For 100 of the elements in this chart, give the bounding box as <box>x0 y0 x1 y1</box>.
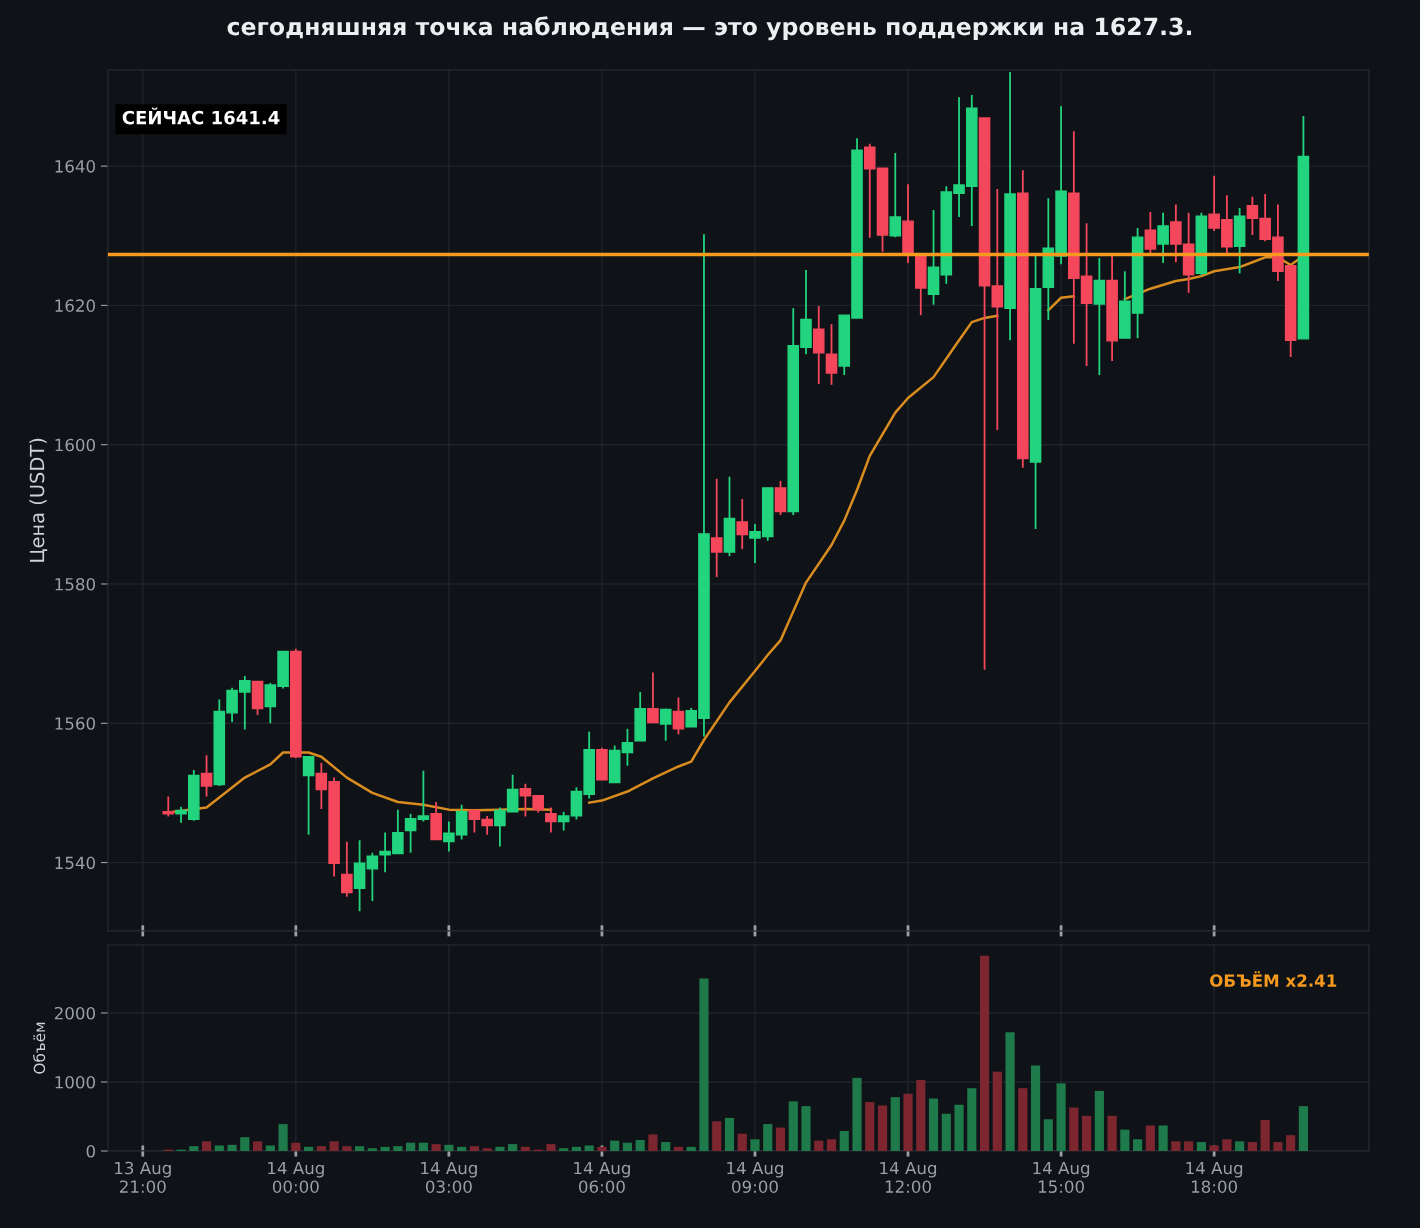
bar <box>1158 1125 1168 1151</box>
bar <box>571 1146 582 1151</box>
bar <box>1094 1090 1104 1151</box>
candlestick <box>825 323 838 386</box>
bar <box>865 1101 875 1151</box>
bar <box>699 978 709 1151</box>
bar <box>252 1141 263 1151</box>
bar <box>380 1146 390 1151</box>
bar <box>482 1148 492 1151</box>
bar <box>1069 1107 1079 1151</box>
bar <box>240 1137 250 1151</box>
bar <box>750 1139 760 1151</box>
bar <box>775 1127 786 1151</box>
bar <box>457 1146 467 1151</box>
bar <box>444 1144 454 1151</box>
annotation: ОБЪЁМ x2.41 <box>1210 971 1337 987</box>
bar <box>622 1142 633 1151</box>
bar <box>1196 1142 1206 1151</box>
candlestick <box>557 810 570 832</box>
bar <box>737 1133 747 1151</box>
y-tick-label: 1640 <box>55 160 96 173</box>
bar <box>967 1088 977 1151</box>
bar <box>329 1141 339 1151</box>
bar <box>673 1146 684 1151</box>
y-tick-label: 1000 <box>55 1075 96 1089</box>
bar <box>1082 1115 1092 1151</box>
candlestick <box>302 755 315 836</box>
candlestick <box>366 851 379 902</box>
bar <box>890 1097 900 1151</box>
bar <box>712 1121 722 1151</box>
bar <box>763 1124 773 1151</box>
chart-title: сегодняшняя точка наблюдения — это уровень поддержки на 1627.3. <box>227 16 1192 41</box>
bar <box>814 1140 824 1151</box>
candlestick <box>341 840 353 898</box>
bar <box>801 1106 811 1151</box>
x-tick-label: 14 Aug 15:00 <box>1033 1161 1090 1193</box>
x-tick-label: 14 Aug 09:00 <box>727 1161 783 1193</box>
bar <box>1235 1141 1245 1151</box>
bar <box>788 1101 798 1151</box>
y-tick-label: 2000 <box>54 1006 96 1020</box>
bar <box>355 1146 365 1151</box>
candlestick <box>736 498 749 551</box>
bar <box>227 1144 237 1151</box>
x-tick-label: 14 Aug 18:00 <box>1186 1161 1243 1193</box>
candlestick <box>1157 211 1169 264</box>
bar <box>1298 1106 1308 1151</box>
bar <box>278 1124 288 1151</box>
y-tick-label: 1620 <box>55 299 96 312</box>
bar <box>903 1093 913 1151</box>
bar <box>635 1139 645 1151</box>
bar <box>1043 1119 1053 1151</box>
bar <box>839 1130 849 1151</box>
x-tick-label: 14 Aug 00:00 <box>268 1161 324 1193</box>
bar <box>584 1145 594 1151</box>
bar <box>431 1144 441 1151</box>
candlestick <box>991 188 1004 431</box>
bar <box>1145 1125 1155 1151</box>
bar <box>546 1144 556 1151</box>
bar <box>495 1146 505 1151</box>
candlestick <box>659 707 672 742</box>
candlestick <box>417 769 430 823</box>
bar <box>852 1077 862 1151</box>
x-tick-label: 14 Aug 03:00 <box>421 1161 477 1193</box>
x-tick-label: 14 Aug 06:00 <box>574 1161 630 1193</box>
candlestick <box>889 151 902 239</box>
candlestick <box>710 477 723 578</box>
bar <box>1247 1142 1257 1151</box>
candlestick <box>647 671 659 724</box>
bar <box>1222 1139 1232 1151</box>
y-tick-label: 1560 <box>55 717 96 730</box>
bar <box>1030 1065 1041 1151</box>
bar <box>1184 1141 1194 1151</box>
y-axis-title: Цена (USDT) <box>29 438 48 562</box>
bar <box>1273 1142 1283 1151</box>
bar <box>265 1145 275 1151</box>
bar <box>826 1139 837 1151</box>
bar <box>316 1146 326 1151</box>
bar <box>648 1134 658 1151</box>
bar <box>393 1146 403 1151</box>
bar <box>992 1071 1002 1151</box>
bar <box>201 1141 212 1151</box>
annotation: СЕЙЧАС 1641.4 <box>122 107 280 125</box>
y-tick-label: 1580 <box>55 577 96 591</box>
bar <box>291 1142 301 1151</box>
bar <box>214 1145 224 1151</box>
bar <box>469 1146 479 1151</box>
bar <box>979 955 990 1151</box>
bar <box>1133 1139 1143 1151</box>
bar <box>941 1113 951 1151</box>
candlestick <box>545 806 557 834</box>
bar <box>928 1098 939 1151</box>
bar <box>342 1146 352 1151</box>
bar <box>954 1104 964 1151</box>
bar <box>367 1148 377 1151</box>
y-axis-title: Объём <box>33 1022 46 1074</box>
bar <box>724 1117 735 1151</box>
bar <box>1107 1115 1117 1151</box>
y-tick-label: 0 <box>86 1144 96 1158</box>
candlestick <box>162 795 175 818</box>
bar <box>508 1144 518 1151</box>
